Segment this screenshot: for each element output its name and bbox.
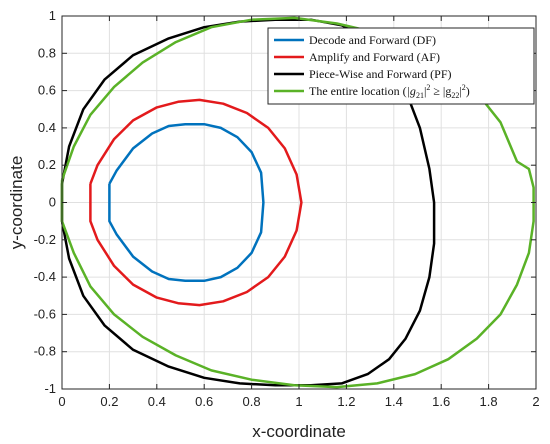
- y-tick-label: -0.4: [34, 269, 56, 284]
- formula-sup-1: 2: [426, 83, 430, 92]
- y-tick-label: 0.4: [38, 120, 56, 135]
- legend-label-entire-location-prefix: The entire location (: [309, 84, 407, 98]
- formula-bar-1: |: [424, 84, 426, 98]
- series-entire-location-line: [60, 16, 535, 389]
- series-af-line: [89, 98, 303, 307]
- x-tick-label: 1.2: [337, 394, 355, 409]
- legend-label-df: Decode and Forward (DF): [309, 33, 436, 47]
- legend-label-pf: Piece-Wise and Forward (PF): [309, 67, 451, 81]
- formula-close: ): [466, 84, 470, 98]
- series-pf-line: [60, 18, 436, 387]
- x-tick-label: 1.8: [480, 394, 498, 409]
- legend-box: [267, 27, 535, 105]
- x-tick-label: 0.6: [195, 394, 213, 409]
- formula-bar-2: |: [459, 84, 461, 98]
- x-tick-label: 1.6: [432, 394, 450, 409]
- x-tick-label: 1: [295, 394, 302, 409]
- x-tick-label: 0.8: [243, 394, 261, 409]
- y-tick-label: 0.2: [38, 157, 56, 172]
- legend-label-entire-location: The entire location (|g21|2 ≥ |g22|2): [309, 83, 470, 100]
- formula-sub-21: 21: [416, 91, 424, 100]
- x-tick-label: 0.2: [100, 394, 118, 409]
- y-tick-label: 0.6: [38, 83, 56, 98]
- formula-sup-2: 2: [462, 83, 466, 92]
- y-tick-label: -0.6: [34, 306, 56, 321]
- series-df-line: [108, 122, 265, 283]
- x-axis-label: x-coordinate: [252, 422, 346, 441]
- y-tick-label: -0.2: [34, 232, 56, 247]
- tick-labels: 0 0.2 0.4 0.6 0.8 1 1.2 1.4 1.6 1.8 2 -1 -0.8 -0.6 -0.…: [34, 8, 540, 409]
- y-tick-label: 1: [49, 8, 56, 23]
- x-tick-label: 2: [532, 394, 539, 409]
- legend: Decode and Forward (DF) Amplify and Forw…: [267, 27, 535, 105]
- y-axis-label: y-coordinate: [7, 156, 26, 250]
- x-tick-label: 1.4: [385, 394, 403, 409]
- y-tick-label: -1: [44, 381, 56, 396]
- formula-sub-22: 22: [451, 91, 459, 100]
- y-tick-label: -0.8: [34, 344, 56, 359]
- series-layer: [60, 16, 535, 389]
- x-tick-label: 0.4: [148, 394, 166, 409]
- legend-label-af: Amplify and Forward (AF): [309, 50, 440, 64]
- x-tick-label: 0: [58, 394, 65, 409]
- formula-g21: |g: [407, 84, 416, 98]
- y-tick-label: 0: [49, 195, 56, 210]
- formula-geq-g22: ≥ |g: [430, 84, 451, 98]
- y-tick-label: 0.8: [38, 45, 56, 60]
